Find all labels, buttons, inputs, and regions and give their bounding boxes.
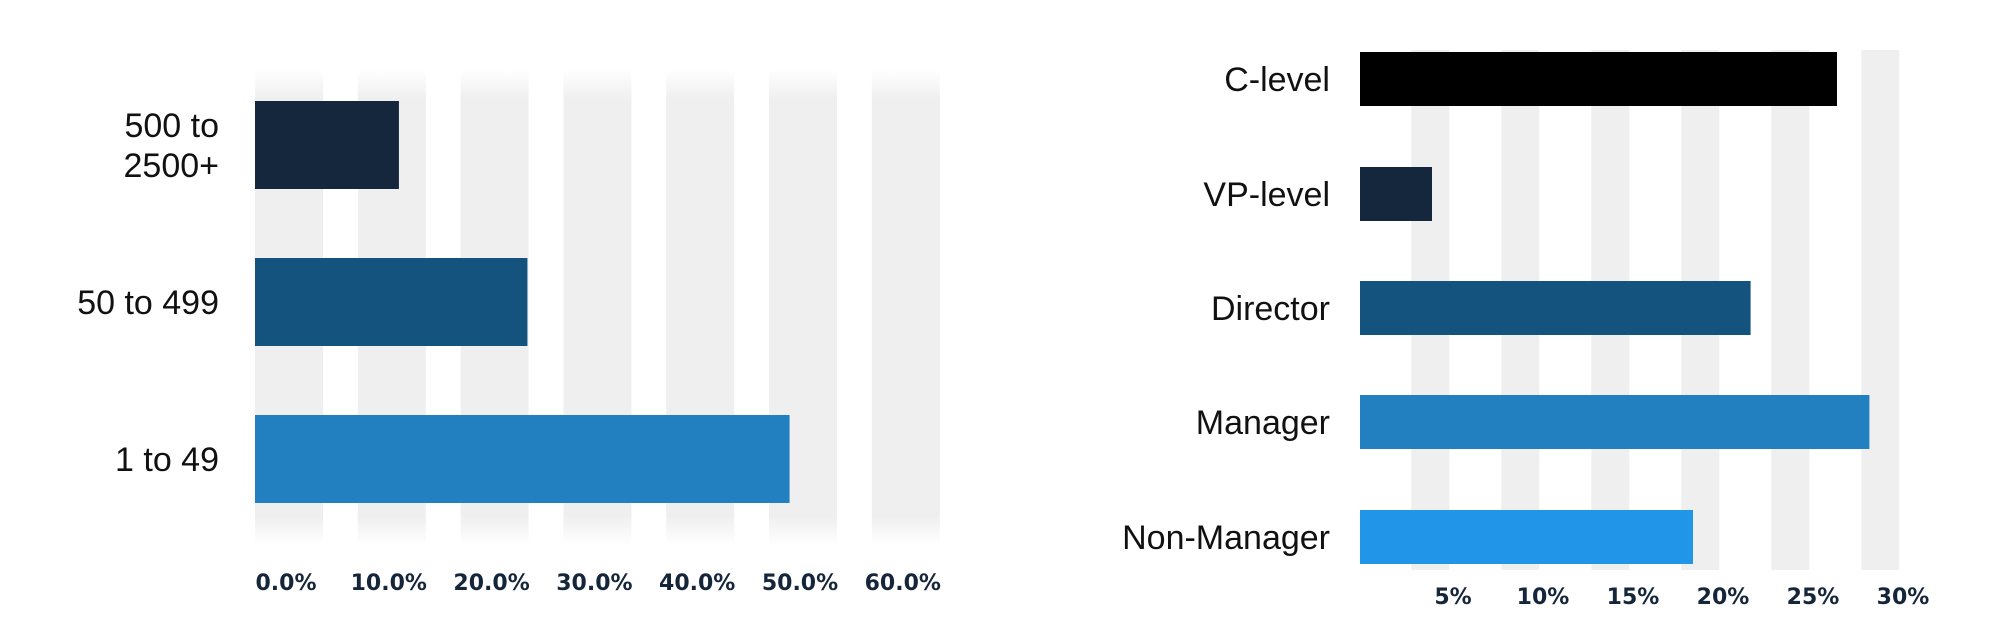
category-label-c-level: C-level bbox=[1224, 61, 1330, 99]
x-tick-label: 0.0% bbox=[255, 571, 316, 596]
category-label-manager: Manager bbox=[1196, 404, 1330, 442]
bar-1-to-49 bbox=[255, 415, 790, 503]
grid-band bbox=[1771, 50, 1810, 570]
bar-director bbox=[1360, 281, 1751, 335]
x-tick-label: 60.0% bbox=[865, 571, 941, 596]
job-level-chart: C-level VP-level Director Manager Non-Manage… bbox=[1000, 0, 2000, 640]
bar-c-level bbox=[1360, 52, 1837, 106]
category-label-director: Director bbox=[1211, 290, 1330, 328]
x-tick-label: 15% bbox=[1607, 585, 1660, 610]
x-tick-label: 30.0% bbox=[556, 571, 632, 596]
bar-manager bbox=[1360, 395, 1870, 449]
x-tick-label: 10.0% bbox=[351, 571, 427, 596]
x-tick-label: 5% bbox=[1434, 585, 1471, 610]
category-label-50-to-499: 50 to 499 bbox=[77, 284, 219, 322]
category-label-500-to-2500: 500 to 2500+ bbox=[124, 107, 220, 185]
company-size-chart-svg: 500 to 2500+ 50 to 499 1 to 49 0.0% 10.0% 20.… bbox=[77, 70, 941, 596]
bar-non-manager bbox=[1360, 510, 1693, 564]
x-tick-label: 20.0% bbox=[453, 571, 529, 596]
bar-vp-level bbox=[1360, 167, 1432, 221]
company-size-chart: 500 to 2500+ 50 to 499 1 to 49 0.0% 10.0% 20.… bbox=[77, 70, 941, 596]
category-label-1-to-49: 1 to 49 bbox=[115, 441, 219, 479]
job-level-chart-svg: C-level VP-level Director Manager Non-Manage… bbox=[1122, 50, 1930, 610]
x-tick-label: 30% bbox=[1877, 585, 1930, 610]
x-tick-label: 50.0% bbox=[762, 571, 838, 596]
x-tick-label: 40.0% bbox=[659, 571, 735, 596]
grid-band bbox=[1861, 50, 1900, 570]
bar-500-to-2500 bbox=[255, 101, 399, 189]
grid-band bbox=[871, 70, 940, 545]
x-tick-label: 20% bbox=[1697, 585, 1750, 610]
category-label-non-manager: Non-Manager bbox=[1122, 519, 1330, 557]
bar-50-to-499 bbox=[255, 258, 528, 346]
x-tick-label: 25% bbox=[1787, 585, 1840, 610]
category-label-vp-level: VP-level bbox=[1203, 176, 1330, 214]
x-tick-label: 10% bbox=[1517, 585, 1570, 610]
